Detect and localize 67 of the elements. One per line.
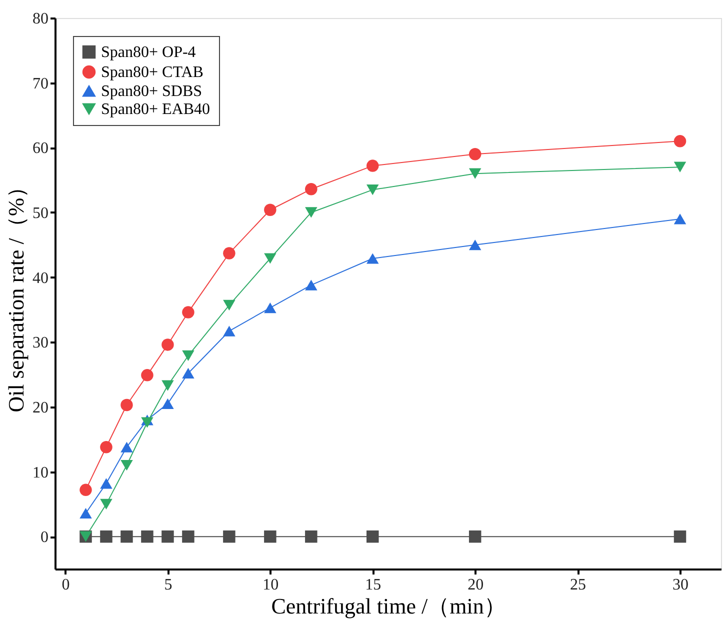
x-tick-label: 20: [468, 576, 484, 594]
point: [120, 442, 133, 452]
point: [223, 247, 236, 260]
point: [162, 338, 174, 351]
point: [468, 240, 482, 250]
point: [80, 484, 92, 496]
point: [366, 160, 379, 172]
x-tick-label: 10: [262, 576, 279, 594]
point: [162, 398, 174, 410]
y-tick-label: 30: [32, 334, 48, 352]
legend-label: Span80+ OP-4: [101, 44, 196, 61]
y-axis-title: Oil separation rate /（%）: [4, 176, 28, 412]
y-tick-label: 20: [32, 399, 48, 416]
point: [305, 207, 318, 218]
point: [182, 350, 194, 362]
point: [264, 302, 276, 314]
point: [223, 326, 236, 336]
point: [264, 253, 276, 264]
point: [674, 214, 686, 224]
point: [468, 148, 482, 160]
point: [674, 530, 686, 543]
point: [305, 530, 318, 543]
point: [223, 530, 236, 543]
point: [305, 183, 318, 196]
point: [468, 530, 482, 543]
point: [468, 168, 482, 179]
y-tick-label: 70: [32, 75, 48, 92]
y-tick-label: 10: [32, 464, 48, 482]
point: [182, 306, 194, 318]
legend-label: Span80+ EAB40: [101, 101, 210, 118]
point: [141, 417, 154, 428]
y-tick-label: 60: [32, 140, 48, 158]
x-tick-label: 30: [672, 576, 689, 594]
x-tick-label: 15: [365, 576, 382, 594]
point: [120, 398, 133, 412]
point: [305, 280, 318, 290]
point: [80, 508, 92, 519]
point: [264, 204, 276, 216]
y-tick-label: 80: [32, 10, 48, 28]
point: [162, 530, 174, 543]
point: [120, 460, 133, 471]
point: [182, 368, 194, 379]
point: [100, 498, 112, 510]
x-tick-label: 25: [570, 576, 586, 594]
point: [223, 300, 236, 310]
x-axis-title: Centrifugal time /（min）: [271, 594, 506, 618]
point: [366, 530, 379, 543]
point: [674, 135, 686, 148]
point: [120, 530, 133, 543]
point: [366, 253, 379, 264]
point: [162, 380, 174, 391]
legend-label: Span80+ CTAB: [101, 64, 204, 81]
point: [141, 530, 154, 543]
point: [100, 530, 112, 543]
point: [100, 441, 112, 454]
legend-label: Span80+ SDBS: [101, 83, 202, 100]
point: [264, 530, 276, 543]
point: [141, 369, 154, 382]
y-tick-label: 40: [32, 270, 48, 287]
y-tick-label: 0: [40, 529, 48, 546]
point: [182, 530, 194, 543]
point: [674, 162, 686, 172]
x-tick-label: 0: [62, 576, 70, 594]
point: [100, 478, 112, 489]
point: [366, 184, 379, 196]
x-tick-label: 5: [164, 576, 172, 594]
y-tick-label: 50: [32, 204, 48, 222]
